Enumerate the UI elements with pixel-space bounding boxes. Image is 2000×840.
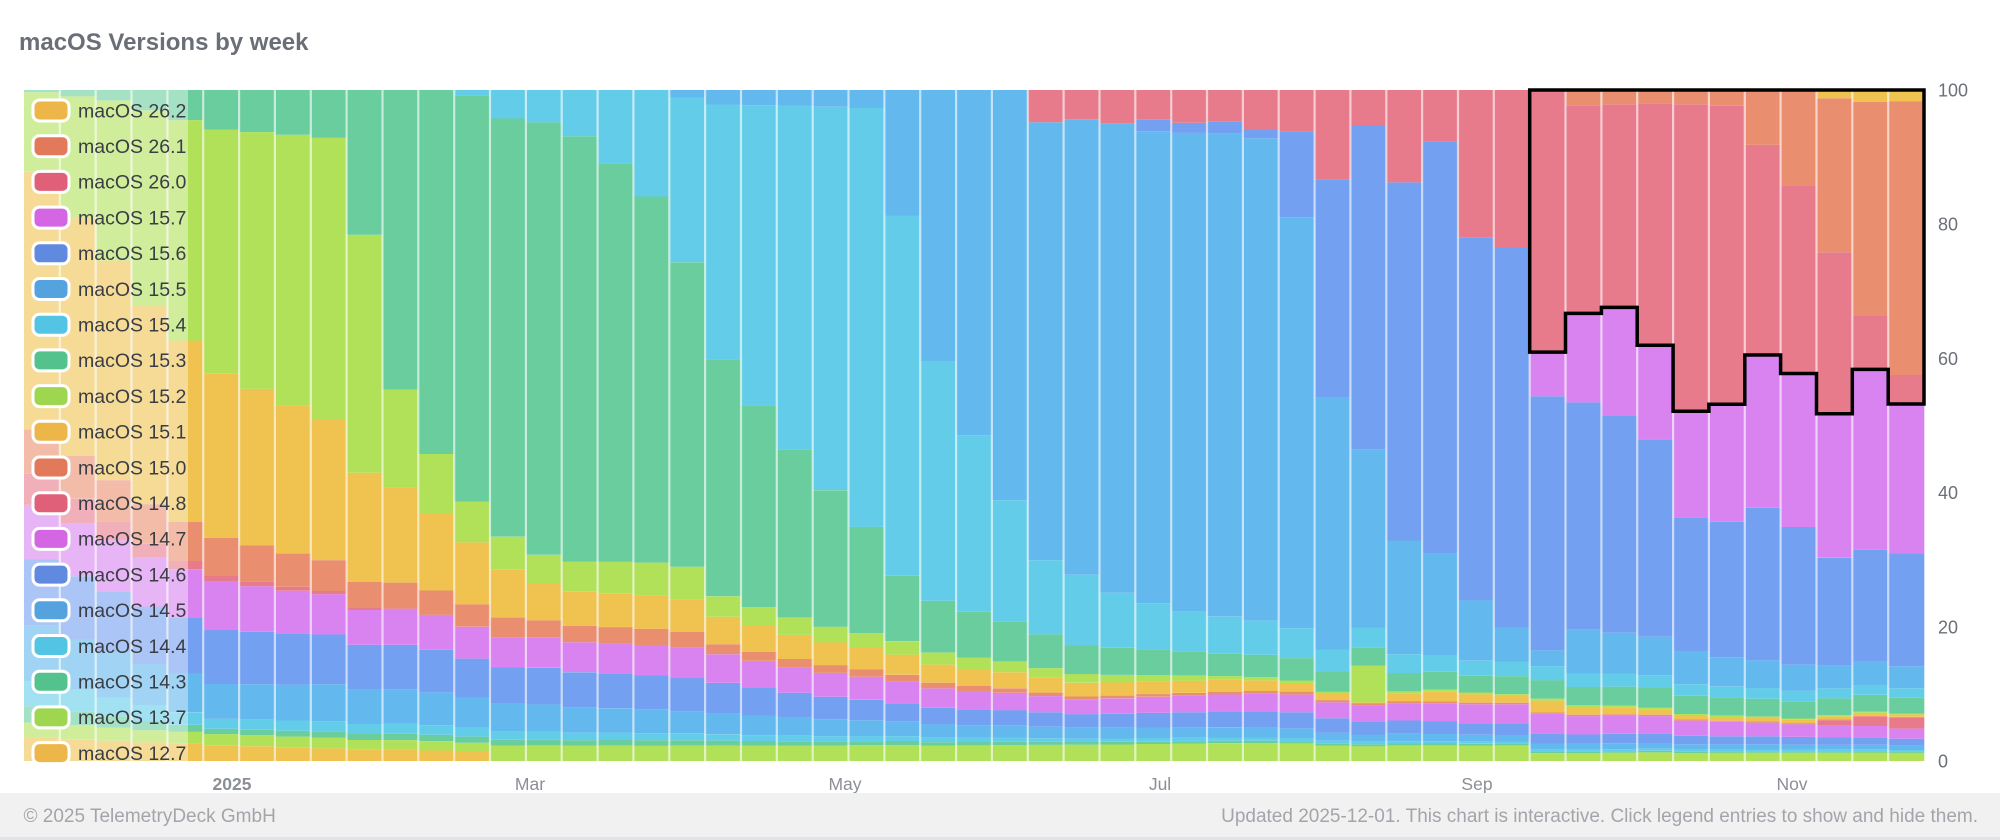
svg-text:macOS 15.6: macOS 15.6 (78, 243, 186, 265)
svg-text:macOS 15.1: macOS 15.1 (78, 422, 186, 444)
svg-text:Nov: Nov (1776, 774, 1807, 794)
svg-text:Jul: Jul (1149, 774, 1171, 794)
svg-text:macOS 15.4: macOS 15.4 (78, 315, 187, 337)
svg-text:Mar: Mar (515, 774, 545, 794)
svg-text:macOS 14.5: macOS 14.5 (78, 600, 187, 622)
svg-text:macOS 15.7: macOS 15.7 (78, 207, 186, 229)
svg-text:macOS 26.0: macOS 26.0 (78, 172, 187, 194)
svg-text:macOS 14.8: macOS 14.8 (78, 493, 186, 515)
svg-text:macOS 15.0: macOS 15.0 (78, 457, 187, 479)
svg-text:macOS 14.6: macOS 14.6 (78, 564, 186, 586)
svg-text:May: May (828, 774, 861, 794)
svg-text:2025: 2025 (213, 774, 252, 794)
svg-text:Updated 2025-12-01. This chart: Updated 2025-12-01. This chart is intera… (1221, 806, 1978, 827)
svg-text:macOS 14.3: macOS 14.3 (78, 672, 186, 694)
svg-text:100: 100 (1938, 81, 1968, 101)
svg-text:macOS 12.7: macOS 12.7 (78, 743, 186, 765)
svg-text:0: 0 (1938, 752, 1948, 772)
svg-text:macOS Versions by week: macOS Versions by week (19, 29, 309, 56)
svg-text:20: 20 (1938, 617, 1958, 637)
svg-text:macOS 15.3: macOS 15.3 (78, 350, 186, 372)
svg-text:macOS 26.1: macOS 26.1 (78, 136, 186, 158)
svg-text:60: 60 (1938, 349, 1958, 369)
svg-text:40: 40 (1938, 483, 1958, 503)
svg-text:© 2025 TelemetryDeck GmbH: © 2025 TelemetryDeck GmbH (24, 806, 276, 827)
svg-text:80: 80 (1938, 215, 1958, 235)
svg-text:Sep: Sep (1461, 774, 1492, 794)
svg-text:macOS 14.4: macOS 14.4 (78, 636, 187, 658)
svg-text:macOS 15.2: macOS 15.2 (78, 386, 186, 408)
svg-text:macOS 15.5: macOS 15.5 (78, 279, 187, 301)
svg-text:macOS 26.2: macOS 26.2 (78, 100, 186, 122)
svg-text:macOS 13.7: macOS 13.7 (78, 707, 186, 729)
svg-text:macOS 14.7: macOS 14.7 (78, 529, 186, 551)
